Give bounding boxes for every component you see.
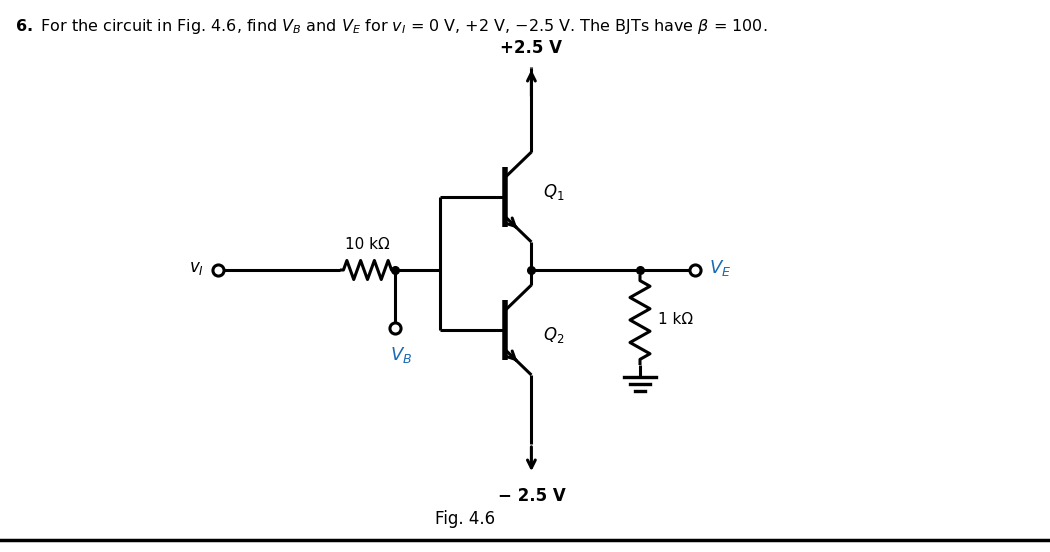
Text: − 2.5 V: − 2.5 V [498,487,565,505]
Text: $Q_1$: $Q_1$ [543,182,565,202]
Text: $V_B$: $V_B$ [390,345,412,365]
Text: $v_I$: $v_I$ [189,259,204,277]
Text: $\mathbf{6.}$ For the circuit in Fig. 4.6, find $V_B$ and $V_E$ for $v_I$ = 0 V,: $\mathbf{6.}$ For the circuit in Fig. 4.… [15,18,768,36]
Text: 1 kΩ: 1 kΩ [658,312,693,327]
Text: +2.5 V: +2.5 V [501,39,563,57]
Text: Fig. 4.6: Fig. 4.6 [435,510,495,528]
Text: $V_E$: $V_E$ [709,258,731,278]
Text: 10 kΩ: 10 kΩ [345,237,390,252]
Text: $Q_2$: $Q_2$ [543,325,564,345]
